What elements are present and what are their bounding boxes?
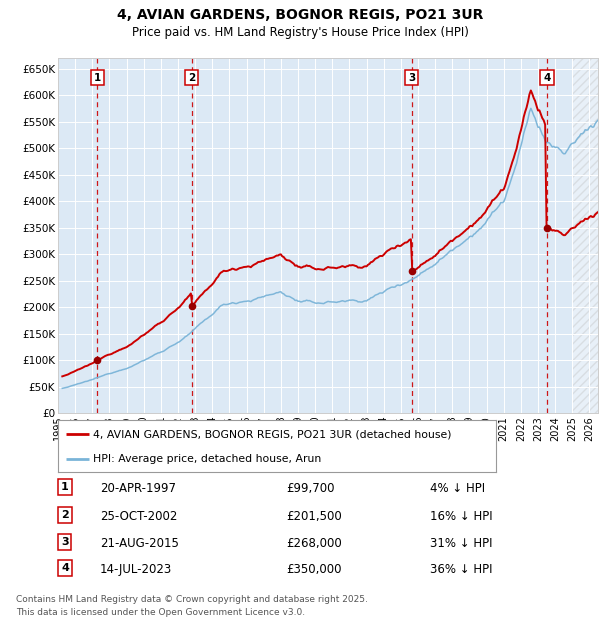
Text: 4: 4 [61, 563, 69, 573]
Text: 21-AUG-2015: 21-AUG-2015 [100, 537, 179, 550]
Text: £99,700: £99,700 [286, 482, 335, 495]
Text: 2: 2 [188, 73, 196, 82]
Text: £201,500: £201,500 [286, 510, 342, 523]
Text: 20-APR-1997: 20-APR-1997 [100, 482, 176, 495]
Text: 16% ↓ HPI: 16% ↓ HPI [430, 510, 493, 523]
Text: 4, AVIAN GARDENS, BOGNOR REGIS, PO21 3UR (detached house): 4, AVIAN GARDENS, BOGNOR REGIS, PO21 3UR… [93, 429, 452, 439]
Text: 1: 1 [61, 482, 69, 492]
Text: £268,000: £268,000 [286, 537, 342, 550]
Text: 31% ↓ HPI: 31% ↓ HPI [430, 537, 493, 550]
Text: 14-JUL-2023: 14-JUL-2023 [100, 563, 172, 576]
Text: 4: 4 [544, 73, 551, 82]
Text: 36% ↓ HPI: 36% ↓ HPI [430, 563, 493, 576]
Text: Contains HM Land Registry data © Crown copyright and database right 2025.
This d: Contains HM Land Registry data © Crown c… [16, 595, 368, 617]
Text: £350,000: £350,000 [286, 563, 341, 576]
Text: 4% ↓ HPI: 4% ↓ HPI [430, 482, 485, 495]
Text: 25-OCT-2002: 25-OCT-2002 [100, 510, 178, 523]
Text: 1: 1 [94, 73, 101, 82]
Text: Price paid vs. HM Land Registry's House Price Index (HPI): Price paid vs. HM Land Registry's House … [131, 26, 469, 39]
Text: 2: 2 [61, 510, 69, 520]
Bar [572, 58, 600, 413]
Text: 4, AVIAN GARDENS, BOGNOR REGIS, PO21 3UR: 4, AVIAN GARDENS, BOGNOR REGIS, PO21 3UR [117, 8, 483, 22]
Text: 3: 3 [408, 73, 415, 82]
Text: HPI: Average price, detached house, Arun: HPI: Average price, detached house, Arun [93, 454, 321, 464]
Text: 3: 3 [61, 537, 68, 547]
